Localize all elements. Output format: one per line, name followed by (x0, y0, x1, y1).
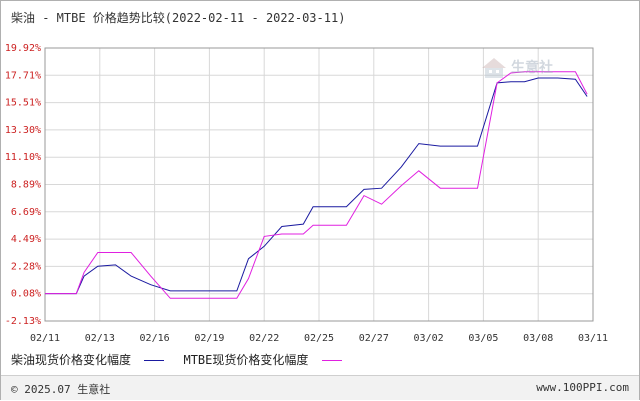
y-tick-label: 4.49% (11, 234, 41, 245)
x-tick-label: 03/05 (468, 333, 498, 344)
y-tick-label: 6.69% (11, 207, 41, 218)
legend-line-mtbe (321, 360, 342, 361)
x-tick-label: 02/27 (359, 333, 389, 344)
series-line-diesel (45, 77, 588, 295)
y-tick-label: 15.51% (5, 98, 41, 109)
legend-item-mtbe: MTBE现货价格变化幅度 (183, 351, 342, 368)
legend-label-diesel: 柴油现货价格变化幅度 (11, 353, 132, 367)
house-logo-icon (482, 58, 506, 78)
y-tick-label: 0.08% (11, 289, 41, 300)
x-tick-label: 02/13 (85, 333, 115, 344)
x-tick-label: 02/11 (30, 333, 60, 344)
chart-title: 柴油 - MTBE 价格趋势比较(2022-02-11 - 2022-03-11… (11, 11, 346, 25)
x-tick-label: 02/22 (249, 333, 279, 344)
footer-bar: © 2025.07 生意社 www.100PPI.com (1, 375, 639, 400)
y-tick-label: 17.71% (5, 70, 41, 81)
copyright-text: © 2025.07 生意社 (11, 383, 111, 396)
site-url-link[interactable]: www.100PPI.com (536, 381, 629, 394)
legend-line-diesel (144, 360, 165, 361)
legend-item-diesel: 柴油现货价格变化幅度 (11, 351, 165, 368)
x-tick-label: 03/02 (414, 333, 444, 344)
y-tick-label: 11.10% (5, 152, 41, 163)
x-tick-label: 02/19 (194, 333, 224, 344)
y-tick-label: 8.89% (11, 180, 41, 191)
x-tick-label: 02/25 (304, 333, 334, 344)
x-tick-label: 03/08 (523, 333, 553, 344)
watermark-text: 生意社 (511, 60, 553, 76)
x-tick-label: 03/11 (578, 333, 608, 344)
series-line-mtbe (45, 71, 588, 299)
y-tick-label: 2.28% (11, 261, 41, 272)
legend-label-mtbe: MTBE现货价格变化幅度 (183, 353, 309, 367)
chart-legend: 柴油现货价格变化幅度 MTBE现货价格变化幅度 (11, 351, 354, 368)
x-tick-label: 02/16 (140, 333, 170, 344)
y-tick-label: 13.30% (5, 125, 41, 136)
watermark: 生意社 (481, 57, 591, 79)
y-tick-label: -2.13% (5, 316, 41, 327)
y-tick-label: 19.92% (5, 43, 41, 54)
plot-border (44, 47, 594, 322)
